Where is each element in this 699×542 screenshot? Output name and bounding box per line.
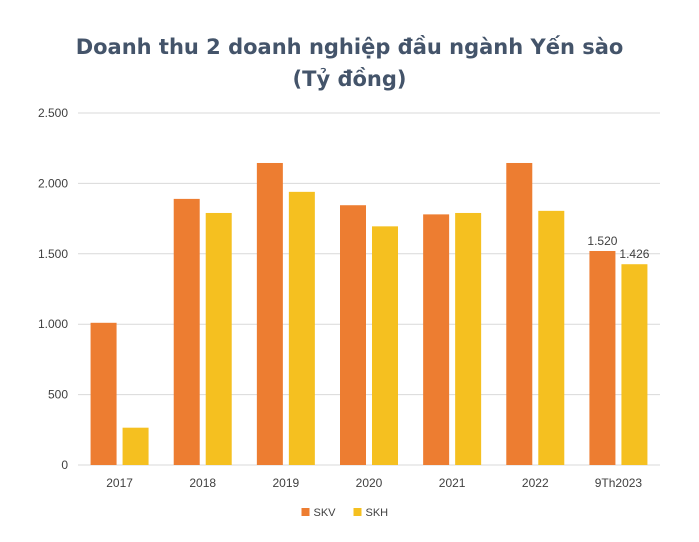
bars <box>90 162 648 465</box>
y-tick-label: 1.500 <box>38 247 68 261</box>
legend-swatch-skh <box>353 508 362 516</box>
bar-skv-2022 <box>506 162 533 465</box>
bar-skv-2021 <box>423 214 450 465</box>
bar-skh-9th2023 <box>621 264 648 465</box>
y-tick-label: 1.000 <box>38 317 68 331</box>
x-tick-label: 2018 <box>189 476 216 490</box>
y-tick-label: 2.500 <box>38 106 68 120</box>
x-axis-ticks: 2017 2018 2019 2020 2021 2022 9Th2023 <box>106 476 642 490</box>
bar-skh-2017 <box>122 427 149 465</box>
bar-skh-2020 <box>372 226 398 465</box>
y-axis-ticks: 0 500 1.000 1.500 2.000 2.500 <box>38 106 68 472</box>
bar-skh-2018 <box>205 212 232 465</box>
y-tick-label: 500 <box>48 388 68 402</box>
legend: SKV SKH <box>301 507 389 519</box>
x-tick-label: 2020 <box>356 476 383 490</box>
gridlines <box>78 112 660 466</box>
y-tick-label: 2.000 <box>38 176 68 190</box>
bar-skh-2021 <box>455 212 482 465</box>
bar-skh-2022 <box>538 210 565 465</box>
data-label: 1.520 <box>587 234 617 248</box>
legend-swatch-skv <box>301 508 310 516</box>
chart-title: Doanh thu 2 doanh nghiệp đầu ngành Yến s… <box>75 35 624 59</box>
bar-skv-2017 <box>90 322 117 465</box>
x-tick-label: 2021 <box>439 476 466 490</box>
x-tick-label: 2022 <box>522 476 549 490</box>
bar-skv-2018 <box>173 198 200 465</box>
chart-subtitle: (Tỷ đồng) <box>292 67 407 91</box>
bar-skh-2019 <box>288 191 315 465</box>
legend-label: SKH <box>366 507 389 519</box>
x-tick-label: 2019 <box>273 476 300 490</box>
bar-skv-2020 <box>340 205 366 465</box>
bar-skv-9th2023 <box>589 250 616 465</box>
data-label: 1.426 <box>619 247 649 261</box>
x-tick-label: 9Th2023 <box>595 476 643 490</box>
y-tick-label: 0 <box>61 458 68 472</box>
legend-label: SKV <box>314 507 337 519</box>
bar-skv-2019 <box>256 162 283 465</box>
x-tick-label: 2017 <box>106 476 133 490</box>
